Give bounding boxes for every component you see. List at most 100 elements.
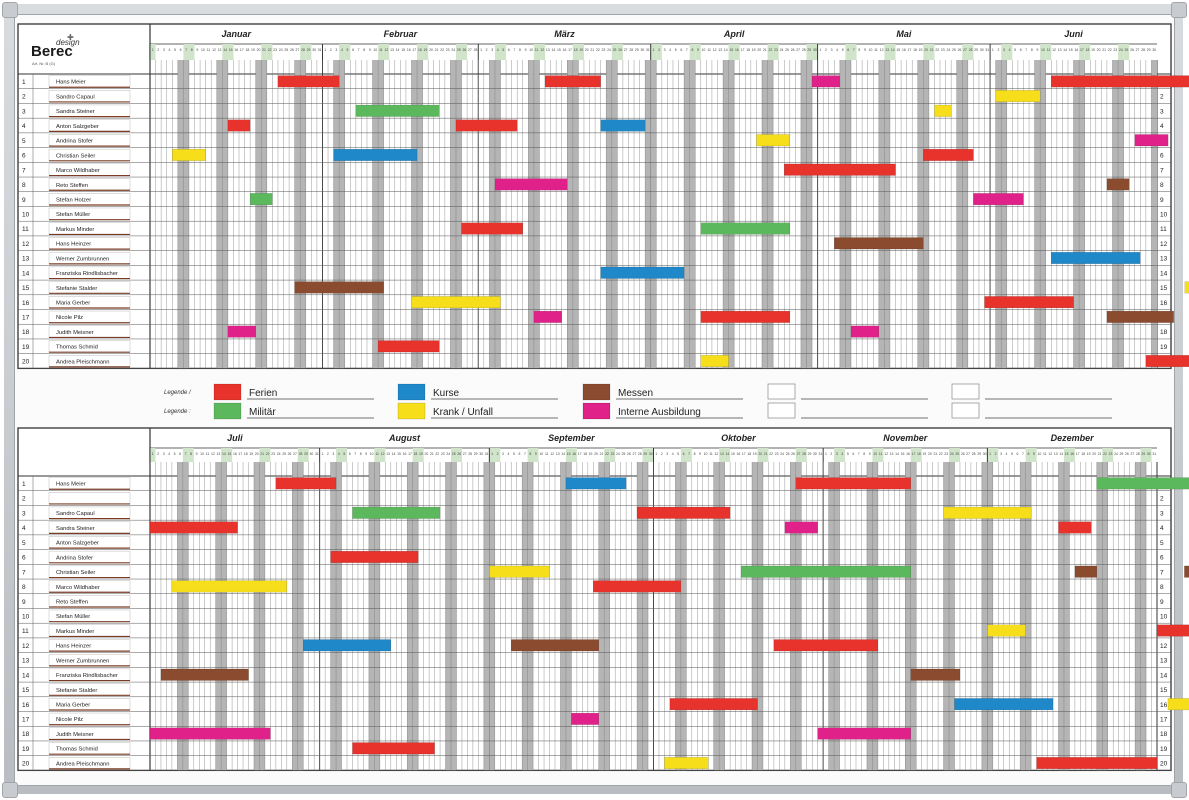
weekend-column [987, 462, 993, 771]
day-number: 6 [180, 48, 182, 52]
weekend-column [949, 462, 955, 771]
magnet-red-bar [784, 163, 896, 176]
day-number: 23 [441, 452, 445, 456]
day-number: 19 [249, 452, 253, 456]
employee-name: Stefan Holzer [56, 197, 91, 203]
day-number: 14 [551, 48, 555, 52]
weekend-column [1096, 462, 1103, 771]
weekend-day-shade [303, 448, 309, 462]
employee-name: Marco Wildhaber [56, 168, 100, 174]
weekend-day-shade [689, 44, 696, 60]
day-number: 3 [831, 48, 833, 52]
weekend-day-shade [182, 448, 189, 462]
day-number: 2 [486, 48, 488, 52]
month-label-november: November [883, 433, 928, 443]
day-number: 19 [589, 452, 593, 456]
weekend-column [255, 60, 262, 369]
day-number: 6 [508, 48, 510, 52]
day-number: 10 [539, 452, 543, 456]
magnet-red-bar [544, 75, 601, 88]
day-number: 5 [675, 48, 677, 52]
day-number: 14 [725, 452, 729, 456]
row-number-right: 9 [1160, 599, 1164, 606]
day-number: 16 [572, 452, 576, 456]
weekend-column [1102, 462, 1108, 771]
weekend-day-shade [378, 44, 384, 60]
day-number: 12 [385, 48, 389, 52]
day-number: 25 [452, 452, 456, 456]
weekend-day-shade [757, 448, 763, 462]
row-number-right: 9 [1160, 197, 1164, 204]
weekend-column [572, 60, 579, 369]
legend-text-red: Ferien [249, 388, 277, 399]
day-number: 30 [813, 48, 817, 52]
row-number-right: 10 [1160, 211, 1168, 218]
day-number: 23 [446, 48, 450, 52]
day-number: 27 [963, 48, 967, 52]
day-number: 29 [643, 452, 647, 456]
row-number-right: 7 [1160, 167, 1164, 174]
day-number: 12 [713, 48, 717, 52]
weekend-day-shade [734, 44, 740, 60]
day-number: 12 [715, 452, 719, 456]
row-number-left: 19 [22, 746, 30, 753]
day-number: 26 [1125, 452, 1129, 456]
employee-name: Markus Minder [56, 629, 94, 635]
employee-name: Andrea Pleischmann [56, 359, 110, 365]
day-number: 1 [825, 452, 827, 456]
day-number: 25 [1125, 48, 1129, 52]
day-number: 9 [697, 48, 699, 52]
day-number: 10 [1037, 452, 1041, 456]
employee-name: Maria Gerber [56, 301, 90, 307]
month-label-februar: Februar [384, 29, 418, 39]
weekend-column [483, 462, 490, 771]
day-number: 17 [1080, 48, 1084, 52]
day-number: 17 [741, 48, 745, 52]
day-number: 31 [485, 452, 489, 456]
day-number: 23 [774, 48, 778, 52]
magnet-brown-bar [294, 281, 384, 294]
weekend-column [806, 60, 813, 369]
row-number-right: 6 [1160, 555, 1164, 562]
day-number: 6 [349, 452, 351, 456]
weekend-day-shade [910, 448, 917, 462]
day-number: 18 [746, 48, 750, 52]
day-number: 6 [847, 48, 849, 52]
day-number: 7 [354, 452, 356, 456]
day-number: 30 [1147, 452, 1151, 456]
weekend-column [757, 462, 763, 771]
month-label-april: April [723, 29, 745, 39]
frame-corner-top-right [1171, 2, 1187, 18]
weekend-day-shade [494, 448, 501, 462]
day-number: 2 [825, 48, 827, 52]
row-number-left: 17 [22, 717, 30, 724]
weekend-column [1073, 60, 1080, 369]
day-number: 15 [229, 48, 233, 52]
day-number: 11 [535, 48, 539, 52]
day-number: 20 [928, 452, 932, 456]
day-number: 20 [429, 48, 433, 52]
day-number: 15 [557, 48, 561, 52]
row-number-left: 11 [22, 628, 29, 635]
day-number: 5 [677, 452, 679, 456]
day-number: 19 [419, 452, 423, 456]
legend-swatch-yellow [397, 402, 426, 420]
legend-swatch-red [213, 383, 242, 401]
magnet-blue-bar [565, 477, 627, 490]
magnet-red-bar [275, 477, 337, 490]
day-number: 18 [1086, 48, 1090, 52]
day-number: 6 [352, 48, 354, 52]
day-number: 14 [222, 452, 226, 456]
day-number: 6 [179, 452, 181, 456]
day-number: 9 [525, 48, 527, 52]
day-number: 13 [718, 48, 722, 52]
day-number: 1 [324, 48, 326, 52]
weekend-column [752, 462, 758, 771]
day-number: 23 [941, 48, 945, 52]
weekend-day-shade [889, 44, 896, 60]
day-number: 24 [616, 452, 620, 456]
magnet-red-bar [795, 477, 911, 490]
employee-name: Hans Heinzer [56, 644, 91, 650]
weekend-column [451, 462, 457, 771]
